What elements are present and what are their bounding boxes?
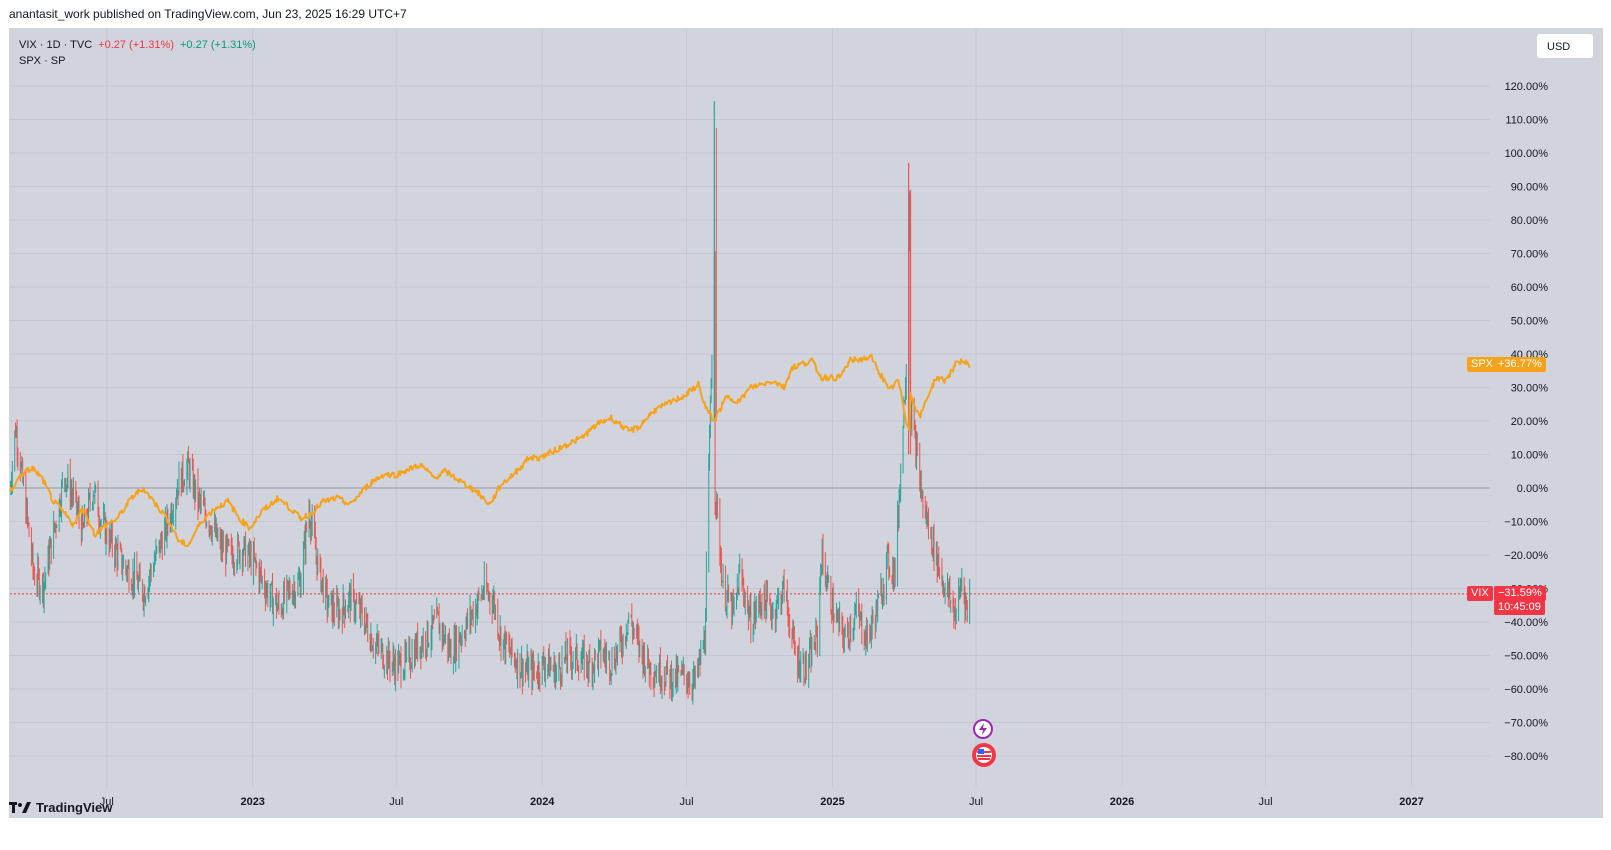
x-tick-label: 2026 [1110, 796, 1134, 808]
y-tick-label: −80.00% [1504, 751, 1548, 763]
y-tick-label: −40.00% [1504, 617, 1548, 629]
y-tick-label: −10.00% [1504, 517, 1548, 529]
spx-line-path [10, 353, 971, 548]
y-tick-label: 10.00% [1511, 450, 1549, 462]
spx-price-tag-label: SPX [1467, 357, 1498, 372]
legend-spx-row[interactable]: SPX · SP [19, 53, 256, 69]
grid-horizontal [10, 85, 1490, 757]
y-tick-label: 20.00% [1511, 416, 1549, 428]
y-tick-label: 110.00% [1505, 115, 1548, 127]
x-tick-label: Jul [100, 796, 114, 808]
legend-spx-symbol: SPX · SP [19, 55, 66, 67]
vix-countdown: 10:45:09 [1494, 600, 1545, 615]
vix-price-tag-label: VIX [1467, 586, 1493, 601]
chart-canvas[interactable]: 120.00% 110.00% 100.00% 90.00% 80.00% 70.00% 6… [10, 29, 1602, 817]
vix-candles [10, 101, 971, 705]
chart-frame: 120.00% 110.00% 100.00% 90.00% 80.00% 70.00% 6… [9, 28, 1603, 818]
chart-legend: VIX · 1D · TVC +0.27 (+1.31%) +0.27 (+1.31… [19, 37, 256, 69]
y-tick-label: −60.00% [1504, 684, 1548, 696]
legend-vix-row[interactable]: VIX · 1D · TVC +0.27 (+1.31%) +0.27 (+1.31… [19, 37, 256, 53]
y-tick-label: −20.00% [1504, 550, 1548, 562]
y-tick-label: 30.00% [1511, 383, 1549, 395]
published-header: anantasit_work published on TradingView.… [9, 7, 407, 21]
currency-selector[interactable]: USD [1536, 33, 1594, 59]
y-tick-label: 60.00% [1511, 282, 1549, 294]
y-tick-label: 50.00% [1511, 316, 1549, 328]
vix-price-tag-value: −31.59% [1494, 586, 1546, 601]
footer-brand[interactable]: TradingView [9, 800, 112, 815]
x-tick-label: 2024 [530, 796, 555, 808]
y-tick-label: 80.00% [1511, 215, 1549, 227]
legend-vix-change-b: +0.27 (+1.31%) [180, 39, 256, 51]
y-tick-label: −70.00% [1504, 718, 1548, 730]
y-tick-label: 100.00% [1505, 148, 1549, 160]
grid-vertical [106, 29, 1412, 787]
y-tick-label: 70.00% [1511, 249, 1549, 261]
y-axis-labels: 120.00% 110.00% 100.00% 90.00% 80.00% 70.00% 6… [1504, 81, 1548, 763]
x-tick-label: Jul [680, 796, 694, 808]
x-tick-label: Jul [1259, 796, 1273, 808]
x-tick-label: Jul [969, 796, 983, 808]
us-flag-icon[interactable] [972, 743, 996, 767]
legend-vix-symbol: VIX · 1D · TVC [19, 39, 93, 51]
x-axis-labels: Jul 2023 Jul 2024 Jul 2025 Jul 2026 Jul 2027 [100, 796, 1424, 808]
x-tick-label: 2027 [1399, 796, 1423, 808]
x-tick-label: Jul [389, 796, 403, 808]
y-tick-label: 120.00% [1505, 81, 1549, 93]
y-tick-label: 90.00% [1511, 182, 1549, 194]
tradingview-logo-icon [9, 801, 31, 813]
x-tick-label: 2025 [820, 796, 844, 808]
legend-vix-change-a: +0.27 (+1.31%) [98, 39, 174, 51]
footer-brand-text: TradingView [36, 800, 113, 815]
reference-lines [10, 487, 1490, 595]
spx-line [10, 353, 971, 548]
spx-price-tag-value: +36.77% [1494, 357, 1546, 372]
y-tick-label: −50.00% [1504, 651, 1548, 663]
plot-area [10, 29, 1602, 817]
plot-background [10, 29, 1602, 817]
lightning-icon[interactable] [973, 719, 993, 739]
y-tick-label: 0.00% [1517, 483, 1548, 495]
x-tick-label: 2023 [240, 796, 264, 808]
